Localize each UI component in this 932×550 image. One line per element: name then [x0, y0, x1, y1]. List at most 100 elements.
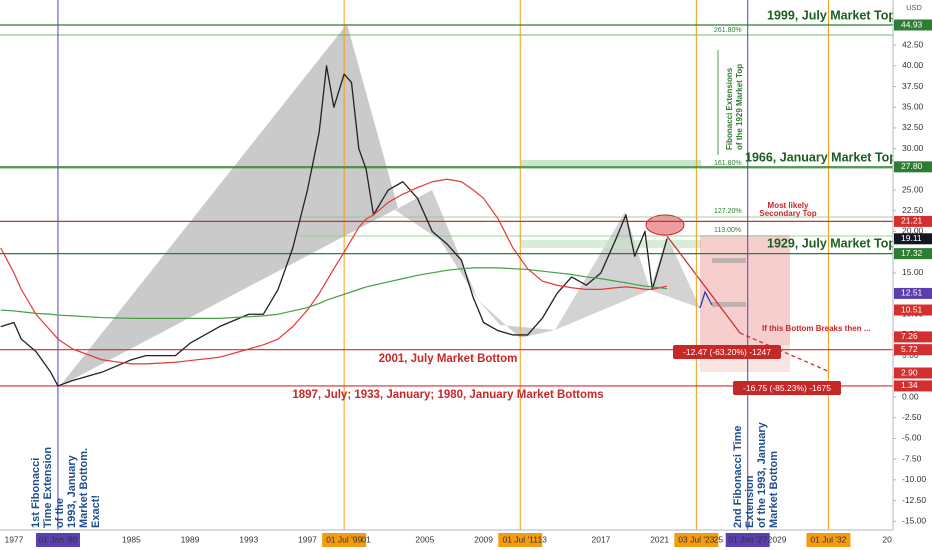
y-tick-label: 25.00 [902, 184, 924, 194]
fib-label: 127.20% [714, 208, 742, 215]
y-tick-label: 32.50 [902, 122, 924, 132]
price-label: 1.34 [901, 380, 918, 390]
y-tick-label: 42.50 [902, 39, 924, 49]
x-tick-label: 01 Jul '99 [326, 534, 362, 544]
bounce-arrow [699, 290, 713, 309]
x-tick-label: 2017 [591, 534, 610, 544]
price-label-bg [894, 248, 932, 260]
x-tick-label: 1989 [181, 534, 200, 544]
x-tick-label: 01 Jul '11 [502, 534, 538, 544]
fib-label: 161.80% [714, 160, 742, 167]
measure-label-bg [733, 381, 841, 395]
price-label-bg [894, 304, 932, 316]
annotation-vertical: Market Bottom. [78, 448, 90, 528]
annotation: 2001, July Market Bottom [379, 353, 518, 365]
price-label: 7.26 [901, 331, 918, 341]
zone [521, 240, 701, 248]
annotation: 1897, July; 1933, January; 1980, January… [292, 389, 603, 401]
x-tick-highlight [674, 533, 719, 547]
y-tick-label: 30.00 [902, 143, 924, 153]
x-tick-highlight [806, 533, 851, 547]
price-label-bg [894, 344, 932, 356]
measure-label: -12.47 (-63.20%) -1247 [683, 347, 771, 357]
projection-arrow [666, 235, 741, 334]
price-label-bg [894, 380, 932, 392]
y-tick-label: -15.00 [902, 515, 926, 525]
x-tick-label: 1997 [298, 534, 317, 544]
series-line [0, 178, 668, 365]
price-label-bg [894, 287, 932, 299]
y-axis-bg [893, 0, 932, 550]
annotation-vertical: Time Extension [42, 447, 54, 528]
fib-label: 113.00% [714, 227, 741, 234]
fib-label: 261.80% [714, 27, 742, 34]
y-tick-label: 15.00 [902, 267, 924, 277]
x-tick-highlight [322, 533, 367, 547]
x-tick-label: 13 [538, 534, 548, 544]
x-tick-label: 2005 [415, 534, 434, 544]
x-tick-label: 2009 [474, 534, 493, 544]
measure-label-bg [673, 345, 781, 359]
series-line [0, 267, 668, 319]
pattern-triangle [395, 190, 478, 300]
y-tick-label: -12.50 [902, 495, 926, 505]
y-tick-label: 35.00 [902, 101, 924, 111]
annotation-vertical: Exact! [90, 495, 102, 528]
annotation-vertical: of the 1929 Market Top [735, 64, 744, 150]
price-label: 21.21 [901, 216, 923, 226]
x-tick-label: 1985 [122, 534, 141, 544]
y-tick-label: -5.00 [902, 433, 922, 443]
pattern-triangle [60, 24, 398, 386]
x-tick-label: 01 Jul '32 [810, 534, 846, 544]
price-label: 17.32 [901, 248, 923, 258]
x-tick-highlight [35, 533, 80, 547]
x-tick-label: 01 Jan '27 [728, 534, 767, 544]
annotation-vertical: of the 1993, January [756, 421, 768, 528]
price-label-bg [894, 331, 932, 343]
annotation: 1966, January Market Top [745, 150, 897, 164]
x-tick-label: 01 Jan '80 [38, 534, 77, 544]
price-label-bg [894, 367, 932, 379]
x-tick-label: 03 Jul '23 [678, 534, 714, 544]
price-label-bg [894, 19, 932, 31]
highlight-ellipse [645, 214, 685, 236]
x-tick-label: 2029 [768, 534, 787, 544]
annotation-vertical: 2nd Fibonacci Time [732, 426, 744, 529]
zone [712, 302, 746, 307]
price-label: 2.90 [901, 367, 918, 377]
y-tick-label: -7.50 [902, 453, 922, 463]
annotation: 1999, July Market Top [767, 8, 896, 22]
annotation: 1929, July Market Top [767, 236, 896, 250]
y-tick-label: 37.50 [902, 81, 924, 91]
y-tick-label: 22.50 [902, 205, 924, 215]
zone [712, 258, 746, 263]
x-tick-highlight [725, 533, 770, 547]
annotation-vertical: Extension [744, 475, 756, 528]
x-tick-label: 01 [361, 534, 371, 544]
price-label: 44.93 [901, 19, 923, 29]
zone [521, 160, 701, 166]
annotation: If this Bottom Breaks then ... [762, 324, 870, 333]
price-label-bg [894, 215, 932, 227]
y-tick-label: -2.50 [902, 412, 922, 422]
price-label-bg [894, 161, 932, 173]
projection-arrow [739, 332, 831, 373]
pattern-triangle [478, 300, 555, 338]
measure-label: -16.75 (-85.23%) -1675 [743, 383, 831, 393]
x-tick-highlight [498, 533, 543, 547]
price-label: 5.72 [901, 344, 918, 354]
plot [0, 0, 893, 530]
y-tick-label: 40.00 [902, 60, 924, 70]
price-label: 19.11 [901, 233, 922, 243]
annotation: Most likely [768, 201, 809, 210]
annotation: Secondary Top [759, 209, 816, 218]
price-label: 12.51 [901, 288, 923, 298]
y-tick-label: 0.00 [902, 391, 919, 401]
y-tick-label: 20.00 [902, 226, 924, 236]
annotations: 1999, July Market Top 1966, January Mark… [30, 8, 897, 528]
price-label-bg [894, 233, 932, 245]
series-line [0, 65, 668, 387]
x-tick-label: 20 [882, 534, 892, 544]
